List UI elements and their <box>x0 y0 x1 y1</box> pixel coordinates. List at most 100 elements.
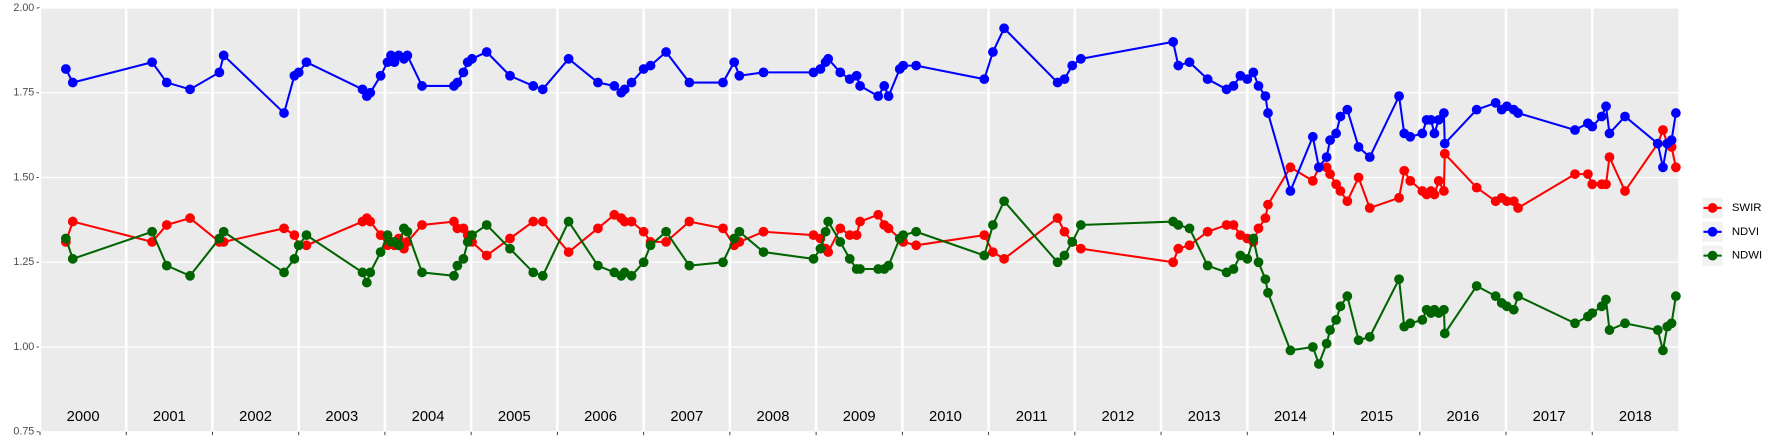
point <box>1168 36 1179 47</box>
point <box>988 47 998 57</box>
point <box>1307 342 1318 352</box>
point <box>1313 162 1324 173</box>
year-label: 2007 <box>670 409 703 425</box>
point <box>1263 287 1273 298</box>
point <box>815 64 826 74</box>
point <box>855 81 865 91</box>
point <box>67 77 78 88</box>
point <box>185 213 195 224</box>
point <box>537 216 548 227</box>
year-label: 2003 <box>325 409 358 425</box>
point <box>375 70 386 81</box>
point <box>758 226 769 237</box>
point <box>883 223 894 234</box>
y-tick-label: 0.75 <box>13 426 34 438</box>
point <box>1335 111 1346 122</box>
point <box>1173 220 1184 230</box>
point <box>1570 125 1580 135</box>
point <box>979 230 990 241</box>
point <box>1067 60 1078 71</box>
point <box>1666 318 1677 329</box>
point <box>1658 162 1668 173</box>
point <box>823 216 834 227</box>
point <box>505 70 515 81</box>
point <box>67 253 78 264</box>
point <box>214 67 225 78</box>
point <box>855 216 865 227</box>
y-tick-label: 1.75 <box>13 87 34 99</box>
point <box>1587 121 1598 132</box>
point <box>911 226 922 237</box>
point <box>1075 220 1086 230</box>
point <box>528 267 539 278</box>
point <box>1307 131 1318 142</box>
point <box>1228 264 1239 274</box>
point <box>638 226 649 237</box>
point <box>1253 81 1264 91</box>
year-label: 2004 <box>412 409 445 425</box>
point <box>1426 114 1436 125</box>
point <box>1439 138 1450 149</box>
point <box>449 270 459 281</box>
point <box>279 108 289 118</box>
point <box>593 223 603 234</box>
point <box>1513 108 1523 118</box>
point <box>393 240 404 251</box>
point <box>1260 213 1271 224</box>
year-label: 2006 <box>584 409 617 425</box>
point <box>1353 335 1364 346</box>
point <box>1658 125 1668 135</box>
point <box>1570 318 1580 329</box>
point <box>879 81 890 91</box>
point <box>844 230 855 241</box>
year-label: 2014 <box>1274 409 1307 425</box>
point <box>147 226 157 237</box>
point <box>1321 152 1332 163</box>
point <box>1439 186 1449 196</box>
point <box>375 247 386 257</box>
point <box>1601 179 1611 190</box>
point <box>1417 128 1428 139</box>
point <box>1394 91 1404 101</box>
point <box>1075 53 1086 64</box>
point <box>481 220 492 230</box>
point <box>1433 175 1444 186</box>
point <box>979 74 990 85</box>
point <box>1405 318 1416 329</box>
point <box>563 53 574 64</box>
point <box>1059 250 1070 261</box>
point <box>481 47 492 57</box>
legend-label: NDVI <box>1732 226 1759 238</box>
point <box>1604 152 1615 163</box>
point <box>1429 189 1440 200</box>
point <box>645 60 656 71</box>
point <box>661 47 671 57</box>
point <box>1342 196 1353 207</box>
point <box>734 226 745 237</box>
point <box>988 220 998 230</box>
point <box>898 60 909 71</box>
point <box>883 91 894 101</box>
point <box>301 57 312 68</box>
point <box>1059 226 1070 237</box>
point <box>1228 81 1239 91</box>
point <box>161 260 172 271</box>
point <box>820 226 831 237</box>
point <box>873 209 884 220</box>
point <box>1399 165 1410 176</box>
point <box>758 247 769 257</box>
point <box>873 91 884 101</box>
point <box>1570 169 1580 179</box>
point <box>815 243 826 254</box>
point <box>684 77 695 88</box>
point <box>279 223 289 234</box>
point <box>147 57 157 68</box>
point <box>1285 162 1296 173</box>
point <box>1587 179 1598 190</box>
point <box>1394 274 1404 285</box>
point <box>289 253 300 264</box>
point <box>661 237 671 247</box>
point <box>279 267 289 278</box>
